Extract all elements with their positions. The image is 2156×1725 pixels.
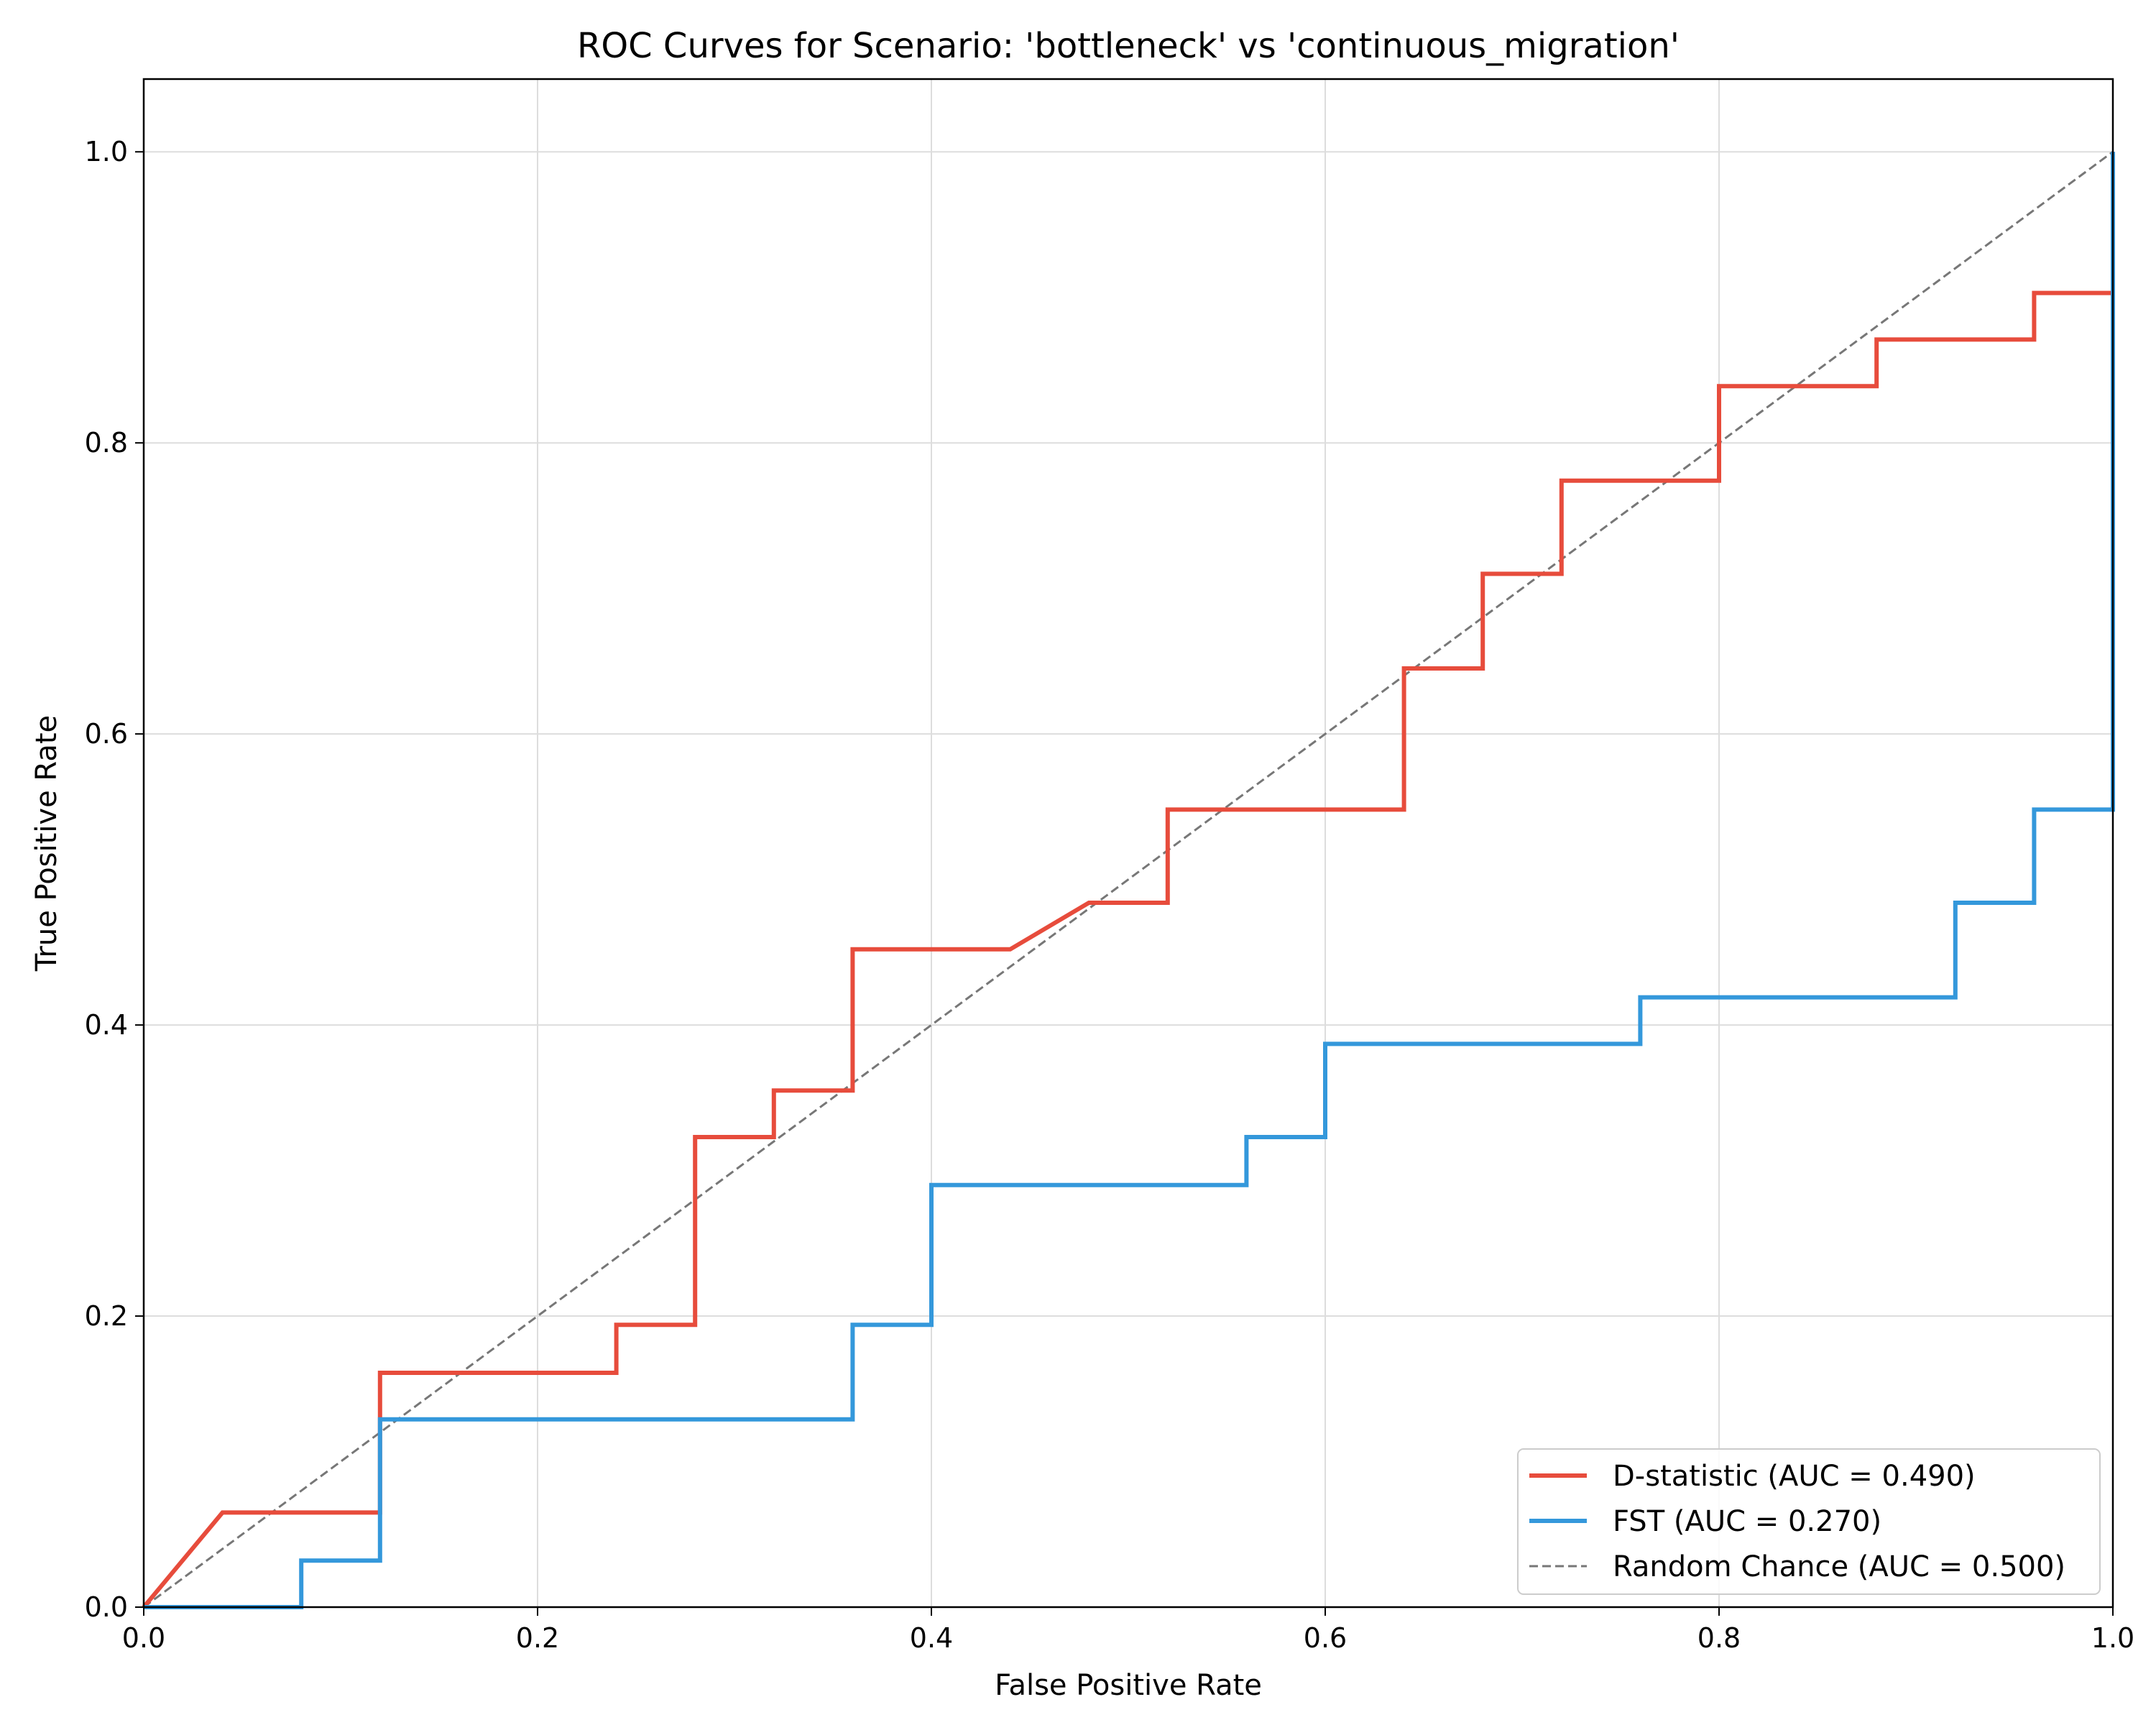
x-tick-label: 0.8 (1697, 1622, 1741, 1654)
legend-box (1517, 1448, 2101, 1595)
x-tick-label: 0.2 (516, 1622, 559, 1654)
grid (143, 79, 2114, 1608)
x-tick-label: 1.0 (2091, 1622, 2134, 1654)
plot-lines (142, 150, 2115, 1609)
tick-labels: 0.0 0.2 0.4 0.6 0.8 1.0 0.0 0.2 0.4 0.6 0.8 1.0 (85, 136, 2135, 1654)
y-tick-label: 0.6 (85, 718, 128, 750)
legend: D-statistic (AUC = 0.490) FST (AUC = 0.27… (1517, 1448, 2101, 1595)
series-line-fst (144, 152, 2115, 1609)
legend-label: FST (AUC = 0.270) (1613, 1505, 1881, 1538)
x-tick-label: 0.4 (910, 1622, 953, 1654)
ticks (135, 151, 2114, 1616)
y-tick-label: 0.8 (85, 427, 128, 459)
x-tick-label: 0.6 (1304, 1622, 1347, 1654)
y-tick-label: 0.4 (85, 1009, 128, 1041)
y-tick-label: 0.0 (85, 1591, 128, 1623)
y-axis-label: True Positive Rate (30, 715, 63, 972)
x-axis-label: False Positive Rate (995, 1669, 1262, 1702)
series-line-random (143, 150, 2114, 1609)
legend-label: D-statistic (AUC = 0.490) (1613, 1460, 1976, 1493)
legend-label: Random Chance (AUC = 0.500) (1613, 1550, 2065, 1583)
x-tick-label: 0.0 (122, 1622, 165, 1654)
y-tick-label: 0.2 (85, 1300, 128, 1332)
plot-frame (142, 78, 2114, 1609)
chart-title: ROC Curves for Scenario: 'bottleneck' vs… (577, 26, 1680, 66)
series-line-d-statistic (142, 152, 2115, 1609)
y-tick-label: 1.0 (85, 136, 128, 167)
